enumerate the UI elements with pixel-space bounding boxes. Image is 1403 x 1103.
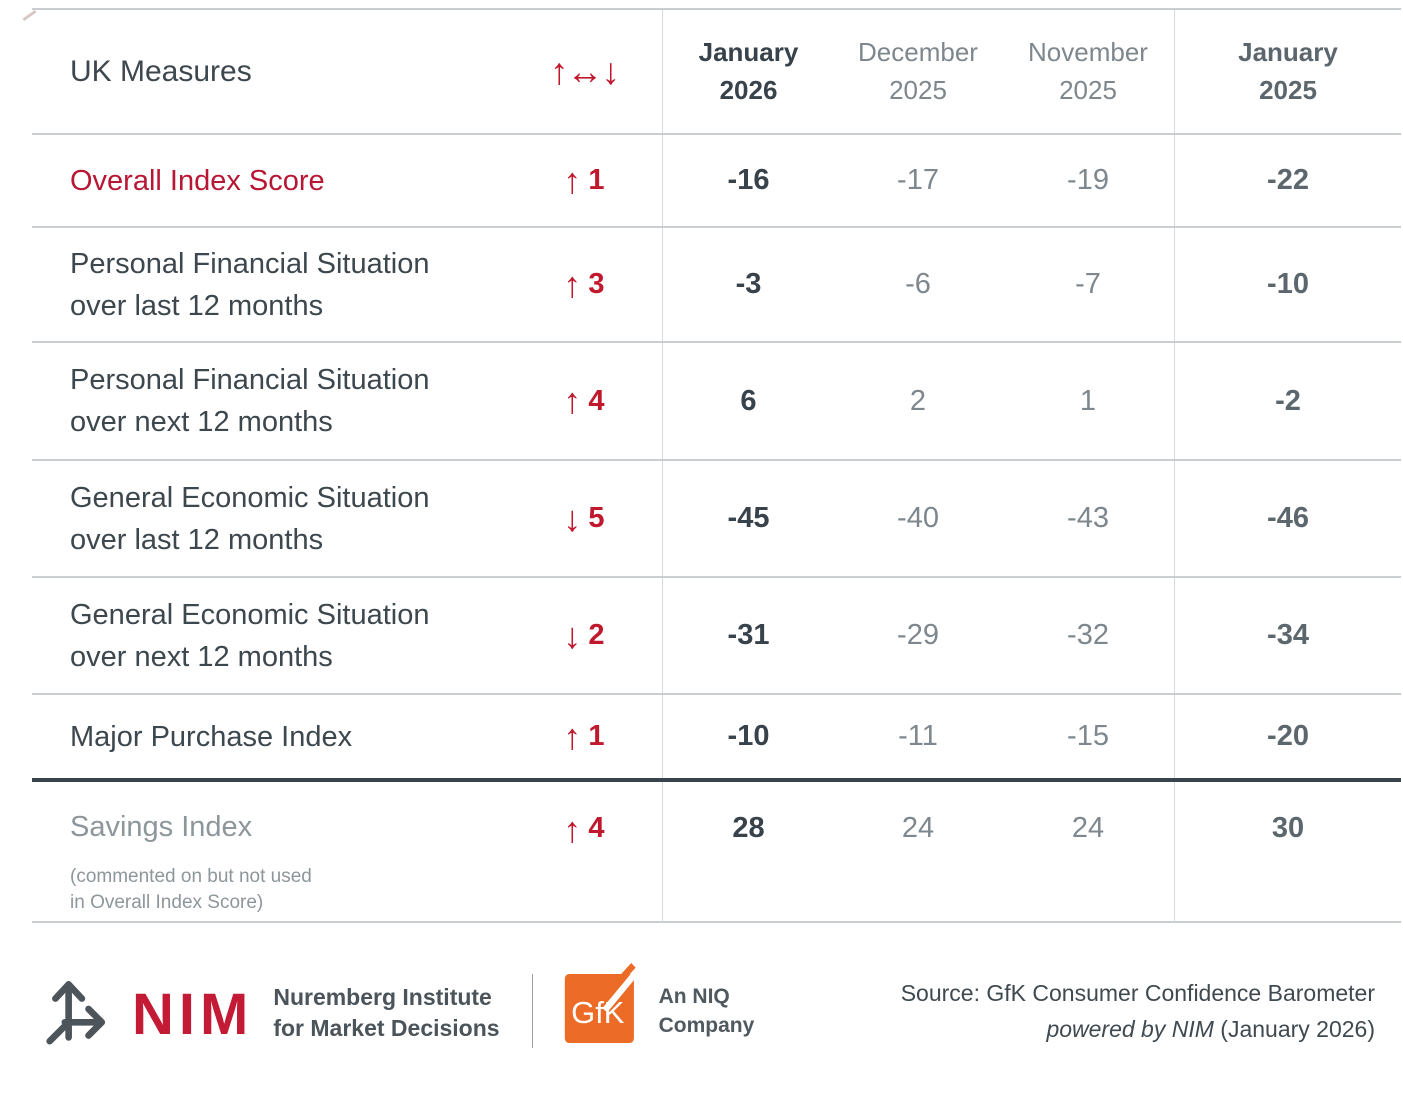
footer: NIM Nuremberg Institute for Market Decis… (0, 923, 1403, 1059)
value-cell: 2 (909, 384, 927, 417)
column-header-january-2026: January 2026 (698, 36, 799, 105)
value-cell: 28 (662, 782, 834, 921)
value-cell: -45 (662, 461, 834, 576)
column-header-january-2025: January 2025 (1238, 36, 1338, 105)
table-row: Major Purchase Index ↑ 1 -10 -11 -15 -20 (32, 695, 1401, 778)
up-arrow-icon: ↑ (563, 380, 582, 421)
up-arrow-icon: ↑ (563, 263, 582, 305)
table-header-row: UK Measures ↑↔↓ January 2026 December 20… (32, 10, 1401, 135)
value-cell: 24 (901, 812, 935, 844)
value-cell: -22 (1174, 135, 1401, 226)
value-cell: 30 (1174, 782, 1401, 921)
source-line2: powered by NIM (January 2026) (1046, 1016, 1375, 1042)
column-header-december-2025: December 2025 (858, 36, 978, 105)
legend-arrows-icon: ↑↔↓ (550, 50, 620, 92)
value-cell: -40 (897, 502, 939, 534)
measure-label: Savings Index (70, 811, 253, 843)
measure-label: Major Purchase Index (70, 720, 353, 753)
change-amount: 4 (588, 384, 605, 417)
measure-label: Personal Financial Situation over last 1… (70, 247, 430, 322)
table-row: Savings Index (commented on but not used… (32, 778, 1401, 923)
value-cell: -15 (1067, 720, 1109, 752)
value-cell: -34 (1174, 578, 1401, 693)
change-amount: 1 (588, 720, 605, 752)
measure-label: General Economic Situation over next 12 … (70, 598, 430, 673)
change-amount: 5 (588, 502, 605, 534)
source-attribution: Source: GfK Consumer Confidence Baromete… (901, 975, 1375, 1047)
table-row: General Economic Situation over next 12 … (32, 578, 1401, 695)
nim-subtitle: Nuremberg Institute for Market Decisions (273, 984, 500, 1041)
value-cell: 24 (1071, 812, 1105, 844)
value-cell: 1 (1079, 384, 1097, 417)
change-amount: 2 (588, 619, 605, 651)
change-amount: 3 (588, 268, 605, 300)
value-cell: -2 (1174, 343, 1401, 459)
value-cell: -10 (662, 695, 834, 778)
gfk-subtitle: An NIQ Company (658, 985, 755, 1037)
nim-wordmark: NIM (132, 981, 254, 1047)
value-cell: -46 (1174, 461, 1401, 576)
down-arrow-icon: ↓ (563, 497, 582, 539)
savings-footnote: (commented on but not used in Overall In… (70, 866, 312, 913)
change-amount: 1 (588, 164, 605, 196)
table-row: Personal Financial Situation over next 1… (32, 343, 1401, 461)
measure-label: Overall Index Score (70, 164, 325, 197)
value-cell: -6 (905, 268, 931, 300)
value-cell: 6 (662, 343, 834, 459)
table-row: General Economic Situation over last 12 … (32, 461, 1401, 578)
value-cell: -17 (897, 164, 939, 196)
svg-text:GfK: GfK (571, 995, 625, 1030)
source-line1: Source: GfK Consumer Confidence Baromete… (900, 980, 1375, 1006)
down-arrow-icon: ↓ (563, 614, 582, 656)
table-row: Overall Index Score ↑ 1 -16 -17 -19 -22 (32, 135, 1401, 228)
value-cell: -7 (1075, 268, 1101, 300)
value-cell: -43 (1067, 502, 1109, 534)
uk-measures-table: UK Measures ↑↔↓ January 2026 December 20… (32, 8, 1401, 923)
up-arrow-icon: ↑ (563, 715, 582, 757)
up-arrow-icon: ↑ (563, 159, 582, 201)
value-cell: -16 (662, 135, 834, 226)
change-amount: 4 (588, 812, 605, 844)
value-cell: -31 (662, 578, 834, 693)
value-cell: -3 (662, 228, 834, 341)
measure-label: General Economic Situation over last 12 … (70, 481, 430, 556)
nim-arrows-logo-icon (44, 970, 116, 1053)
table-row: Personal Financial Situation over last 1… (32, 228, 1401, 343)
column-header-november-2025: November 2025 (1028, 36, 1148, 105)
value-cell: -32 (1067, 619, 1109, 651)
value-cell: -19 (1067, 164, 1109, 196)
gfk-logo-icon: GfK (563, 963, 643, 1059)
value-cell: -29 (897, 619, 939, 651)
table-title: UK Measures (70, 54, 252, 88)
value-cell: -10 (1174, 228, 1401, 341)
measure-label: Personal Financial Situation over next 1… (70, 364, 430, 438)
up-arrow-icon: ↑ (563, 809, 582, 850)
footer-divider (531, 974, 533, 1048)
value-cell: -11 (898, 720, 938, 752)
value-cell: -20 (1174, 695, 1401, 778)
